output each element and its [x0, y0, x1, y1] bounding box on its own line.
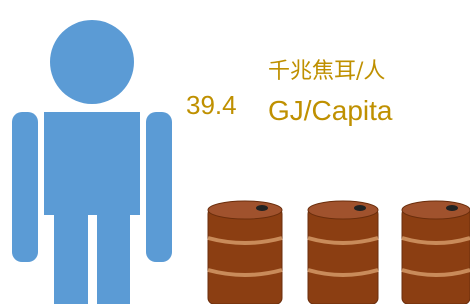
barrel: [308, 201, 378, 304]
person-icon: [12, 20, 172, 304]
unit-english: GJ/Capita: [268, 95, 393, 126]
energy-value: 39.4: [186, 90, 237, 120]
barrel: [208, 201, 282, 304]
unit-chinese: 千兆焦耳/人: [268, 59, 385, 84]
infographic: 39.4 千兆焦耳/人 GJ/Capita: [0, 0, 470, 304]
page: 39.4 千兆焦耳/人 GJ/Capita (() => { const dat…: [0, 0, 470, 304]
barrel: [402, 201, 470, 304]
oil-barrels: [208, 201, 470, 304]
